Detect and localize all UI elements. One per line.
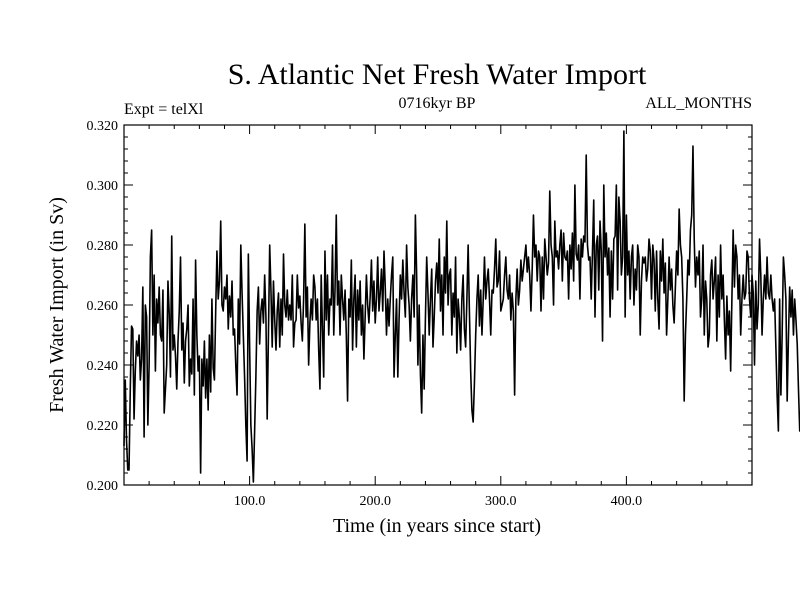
chart-title: S. Atlantic Net Fresh Water Import (228, 58, 647, 91)
y-tick-label: 0.260 (87, 299, 119, 314)
y-axis-label: Fresh Water Import (in Sv) (46, 197, 68, 413)
series-line (123, 130, 800, 483)
y-tick-label: 0.320 (87, 119, 119, 134)
chart-subtitle-right: ALL_MONTHS (645, 95, 752, 112)
y-axis: 0.200 0.220 0.240 0.260 0.280 0.300 0.320 (87, 119, 752, 494)
y-tick-label: 0.280 (87, 239, 119, 254)
x-tick-label: 100.0 (234, 494, 266, 509)
x-axis-label: Time (in years since start) (333, 515, 541, 537)
chart-subtitle-center: 0716kyr BP (399, 95, 476, 112)
y-tick-label: 0.220 (87, 419, 119, 434)
plot-area (123, 130, 800, 483)
y-tick-label: 0.300 (87, 179, 119, 194)
y-tick-label: 0.240 (87, 359, 119, 374)
chart-subtitle-left: Expt = telXl (124, 101, 204, 118)
y-tick-label: 0.200 (87, 479, 119, 494)
x-tick-label: 300.0 (485, 494, 517, 509)
x-tick-label: 200.0 (359, 494, 391, 509)
x-axis: 100.0 200.0 300.0 400.0 (148, 125, 728, 509)
x-tick-label: 400.0 (611, 494, 643, 509)
